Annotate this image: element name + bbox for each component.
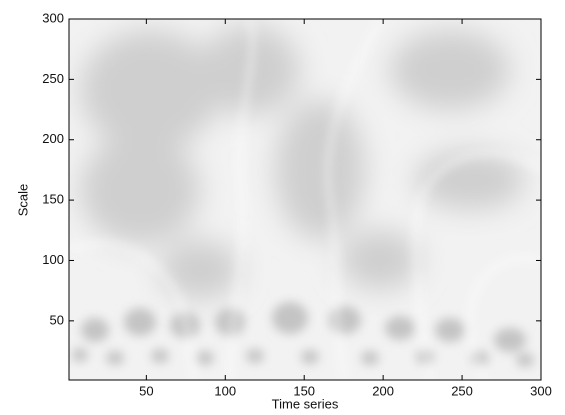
y-tick-label: 100 (42, 252, 64, 267)
x-tick-label: 300 (530, 383, 552, 398)
y-tick-label: 150 (42, 192, 64, 207)
x-axis-label: Time series (272, 396, 339, 411)
x-tick-label: 250 (451, 383, 473, 398)
y-tick-label: 200 (42, 131, 64, 146)
y-tick-label: 250 (42, 71, 64, 86)
x-tick-label: 200 (372, 383, 394, 398)
plot-frame (68, 18, 542, 381)
y-axis-label: Scale (15, 184, 30, 217)
scalogram-image (69, 19, 541, 380)
y-tick-label: 300 (42, 10, 64, 25)
y-tick-label: 50 (50, 312, 64, 327)
x-tick-label: 100 (214, 383, 236, 398)
x-tick-label: 50 (139, 383, 153, 398)
x-tick-label: 150 (293, 383, 315, 398)
